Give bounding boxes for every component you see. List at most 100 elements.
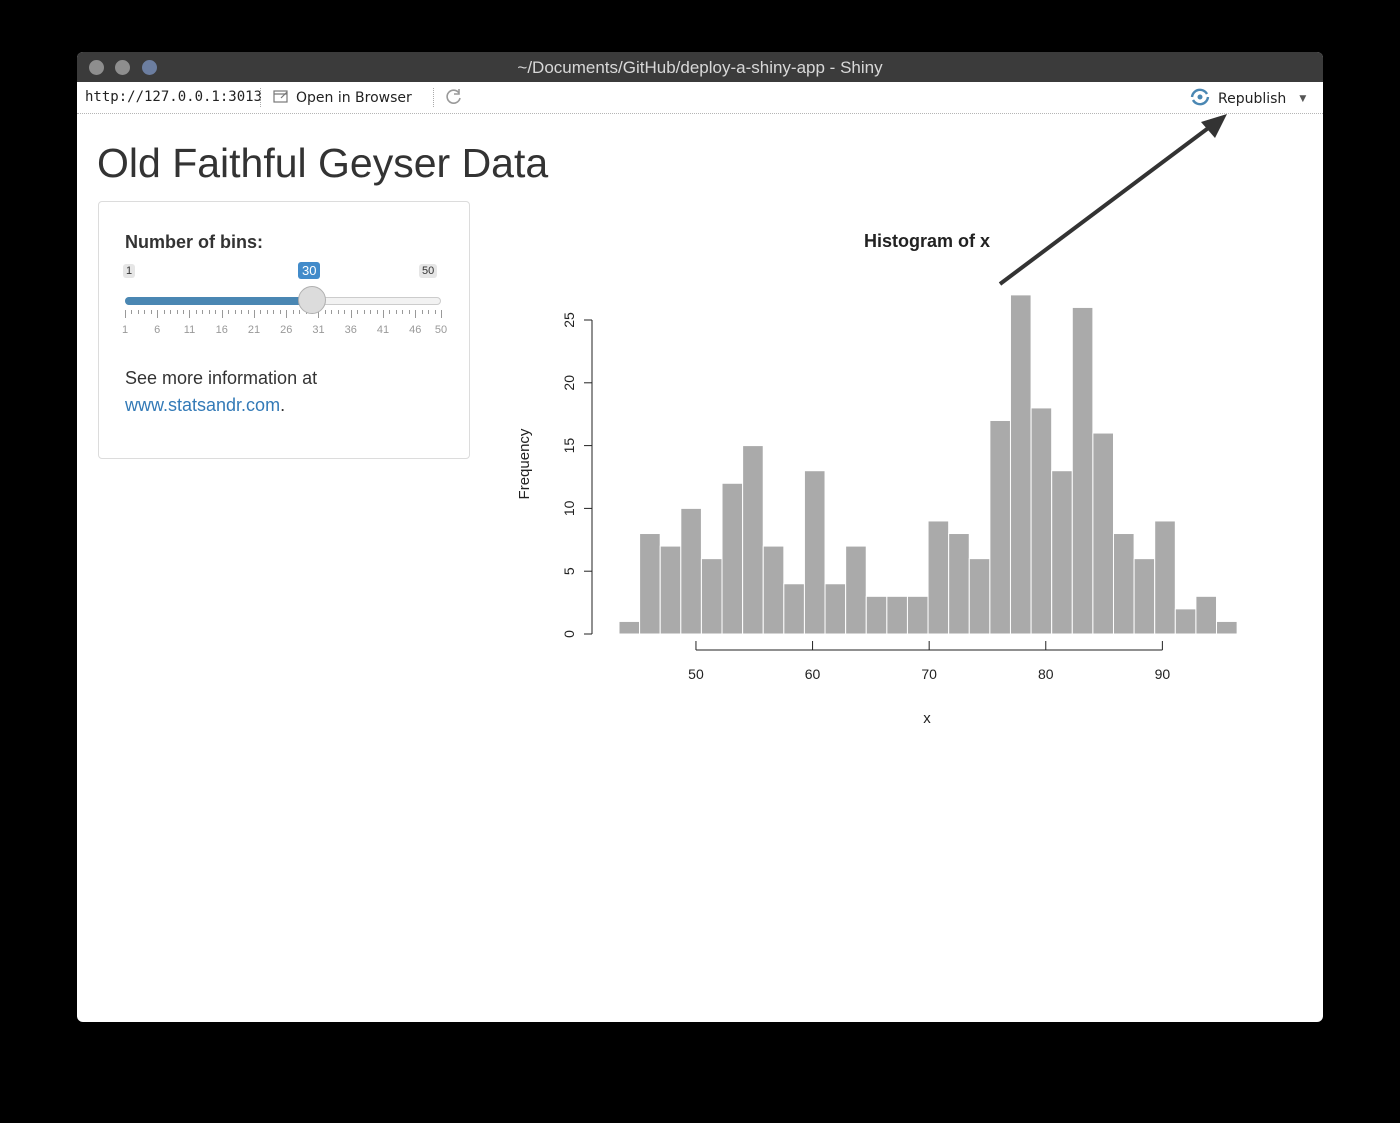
republish-button[interactable]: Republish ▼ bbox=[1189, 88, 1306, 110]
open-in-browser-button[interactable]: Open in Browser bbox=[272, 88, 412, 108]
y-tick-label: 10 bbox=[561, 500, 577, 516]
bins-slider[interactable]: 1 50 30 1 6 11 16 21 26 31 36 41 46 50 bbox=[122, 260, 449, 340]
slider-tick bbox=[324, 310, 326, 314]
histogram-bar bbox=[659, 545, 682, 635]
toolbar-divider bbox=[260, 88, 262, 107]
slider-tick bbox=[208, 310, 210, 314]
slider-tick-label: 26 bbox=[280, 324, 293, 336]
slider-major-tick bbox=[286, 310, 288, 318]
slider-major-tick bbox=[415, 310, 417, 318]
slider-tick bbox=[402, 310, 404, 314]
histogram-bar bbox=[680, 507, 702, 635]
slider-major-tick bbox=[318, 310, 320, 318]
histogram-bar bbox=[1195, 595, 1218, 635]
statsandr-link[interactable]: www.statsandr.com bbox=[125, 395, 281, 415]
slider-tick bbox=[279, 310, 281, 314]
y-axis-label: Frequency bbox=[516, 428, 533, 499]
histogram-bar bbox=[989, 419, 1011, 635]
slider-tick bbox=[247, 310, 249, 314]
slider-tick bbox=[363, 310, 365, 314]
slider-major-tick bbox=[441, 310, 442, 318]
histogram-bar bbox=[639, 533, 661, 635]
slider-tick bbox=[408, 310, 410, 314]
histogram-bar bbox=[1112, 533, 1135, 635]
histogram-bar bbox=[742, 445, 764, 635]
histogram-bar bbox=[1051, 470, 1073, 635]
refresh-icon bbox=[444, 89, 464, 111]
republish-label: Republish bbox=[1218, 91, 1287, 107]
histogram-bars bbox=[618, 294, 1238, 635]
slider-tick bbox=[266, 310, 268, 314]
histogram-bar bbox=[1174, 608, 1197, 635]
x-tick-label: 70 bbox=[921, 666, 937, 682]
slider-tick-label: 50 bbox=[434, 324, 448, 336]
histogram-bar bbox=[783, 583, 805, 635]
slider-major-tick bbox=[221, 310, 223, 318]
histogram-plot: Histogram of x x Frequency 0 5 10 15 20 25 50… bbox=[516, 231, 1238, 727]
x-tick-label: 60 bbox=[805, 666, 821, 682]
chevron-down-icon[interactable]: ▼ bbox=[1299, 94, 1307, 104]
open-in-browser-label: Open in Browser bbox=[296, 90, 412, 106]
slider-tick bbox=[344, 310, 346, 314]
slider-min-label: 1 bbox=[123, 264, 136, 278]
slider-tick bbox=[428, 310, 430, 314]
slider-major-tick bbox=[125, 310, 126, 318]
slider-tick-label: 36 bbox=[344, 324, 357, 336]
slider-tick bbox=[241, 310, 243, 314]
refresh-button[interactable] bbox=[444, 87, 464, 111]
histogram-bar bbox=[721, 482, 744, 635]
slider-tick bbox=[144, 310, 146, 314]
histogram-bar bbox=[1216, 620, 1238, 635]
close-window-button[interactable] bbox=[89, 60, 104, 75]
x-tick-label: 80 bbox=[1038, 666, 1054, 682]
histogram-bar bbox=[865, 595, 888, 635]
slider-tick bbox=[331, 310, 333, 314]
slider-tick bbox=[337, 310, 339, 314]
url-display: http://127.0.0.1:3013 bbox=[85, 89, 263, 105]
slider-major-tick bbox=[382, 310, 384, 318]
slider-tick-label: 21 bbox=[247, 324, 261, 336]
slider-tick bbox=[357, 310, 359, 314]
slider-tick-label: 6 bbox=[154, 324, 161, 336]
slider-major-tick bbox=[253, 310, 255, 318]
bins-label: Number of bins: bbox=[125, 232, 263, 252]
more-info-label: See more information at bbox=[125, 368, 318, 388]
slider-tick bbox=[131, 310, 133, 314]
slider-major-tick bbox=[157, 310, 159, 318]
app-window: ~/Documents/GitHub/deploy-a-shiny-app - … bbox=[77, 52, 1323, 1022]
histogram-bar bbox=[906, 595, 929, 635]
slider-major-tick bbox=[189, 310, 191, 318]
slider-tick bbox=[395, 310, 397, 314]
slider-tick-label: 46 bbox=[409, 324, 422, 336]
histogram-bar bbox=[1030, 407, 1053, 635]
y-tick-label: 0 bbox=[561, 630, 577, 638]
x-axis-label: x bbox=[923, 710, 931, 727]
more-info-period: . bbox=[280, 395, 286, 415]
slider-tick bbox=[389, 310, 391, 314]
y-tick-label: 5 bbox=[561, 567, 577, 575]
slider-tick-label: 31 bbox=[312, 324, 325, 336]
slider-tick bbox=[228, 310, 230, 314]
page-title: Old Faithful Geyser Data bbox=[97, 140, 549, 186]
histogram-bar bbox=[618, 620, 641, 635]
slider-tick bbox=[234, 310, 236, 314]
slider-tick bbox=[202, 310, 204, 314]
toolbar-divider bbox=[433, 88, 435, 107]
slider-tick-label: 11 bbox=[183, 324, 196, 336]
republish-icon bbox=[1189, 88, 1211, 110]
minimize-window-button[interactable] bbox=[115, 60, 130, 75]
histogram-bar bbox=[927, 520, 950, 635]
slider-handle[interactable] bbox=[298, 286, 327, 314]
slider-tick bbox=[260, 310, 262, 314]
y-axis: 0 5 10 15 20 25 bbox=[561, 312, 593, 638]
slider-tick bbox=[273, 310, 275, 314]
histogram-bar bbox=[1009, 294, 1032, 635]
histogram-bar bbox=[762, 545, 785, 635]
slider-tick bbox=[376, 310, 378, 314]
zoom-window-button[interactable] bbox=[142, 60, 157, 75]
slider-value-label: 30 bbox=[298, 262, 321, 279]
window-title: ~/Documents/GitHub/deploy-a-shiny-app - … bbox=[517, 58, 883, 77]
slider-tick bbox=[195, 310, 197, 314]
plot-title: Histogram of x bbox=[864, 231, 990, 251]
x-tick-label: 50 bbox=[688, 666, 704, 682]
